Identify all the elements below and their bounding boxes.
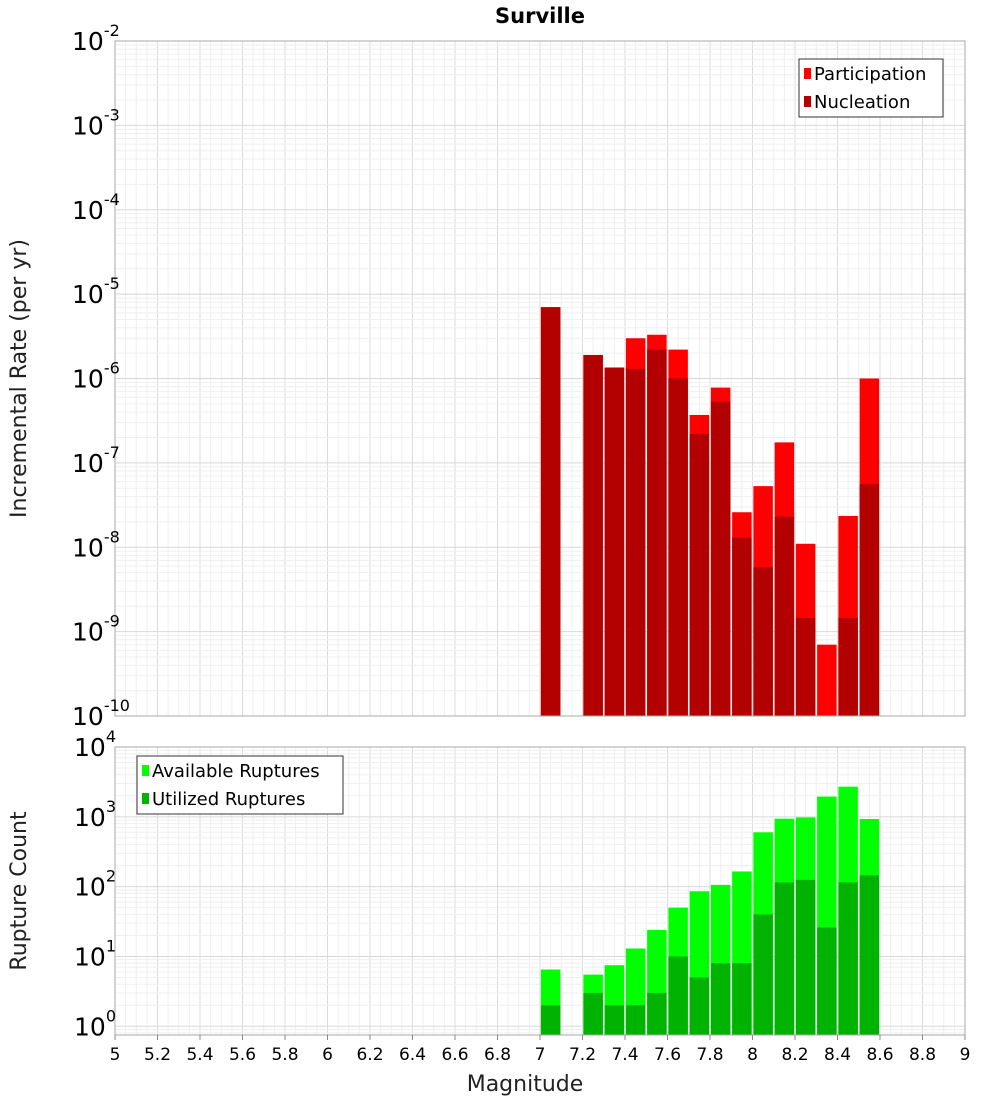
bar-utilized-ruptures — [859, 875, 880, 1035]
x-tick-label: 8.8 — [909, 1045, 936, 1065]
legend-swatch — [804, 96, 811, 107]
bar-utilized-ruptures — [838, 882, 858, 1035]
bar-nucleation — [689, 433, 710, 716]
y-tick-label: 10-3 — [72, 105, 120, 140]
bar-nucleation — [710, 401, 731, 716]
x-axis-title: Magnitude — [467, 1072, 584, 1097]
bar-utilized-ruptures — [795, 879, 816, 1035]
bar-nucleation — [583, 354, 603, 716]
x-tick-label: 7 — [535, 1045, 546, 1065]
x-tick-label: 6.2 — [356, 1045, 383, 1065]
x-tick-label: 8.2 — [781, 1045, 808, 1065]
legend-label: Utilized Ruptures — [152, 789, 305, 810]
x-tick-label: 9 — [960, 1045, 971, 1065]
x-tick-label: 7.4 — [611, 1045, 638, 1065]
legend-label: Available Ruptures — [152, 761, 320, 782]
bar-nucleation — [774, 516, 795, 716]
bar-utilized-ruptures — [732, 963, 752, 1035]
plot-border-1 — [114, 40, 966, 717]
y-tick-label: 10-9 — [72, 612, 120, 647]
legend-label: Participation — [814, 64, 926, 85]
y-axis-title: Rupture Count — [7, 811, 32, 971]
y-tick-label: 10-2 — [72, 21, 120, 56]
y-tick-label: 10-5 — [72, 274, 120, 309]
bar-nucleation — [625, 368, 646, 716]
bar-utilized-ruptures — [774, 882, 795, 1035]
x-tick-label: 6.8 — [484, 1045, 511, 1065]
chart-title: Surville — [495, 4, 585, 28]
bar-nucleation — [838, 618, 858, 716]
bar-utilized-ruptures — [817, 927, 837, 1035]
bar-utilized-ruptures — [583, 992, 603, 1035]
y-axis-title: Incremental Rate (per yr) — [7, 239, 32, 518]
bar-utilized-ruptures — [540, 1005, 561, 1035]
legend-swatch — [142, 765, 149, 776]
bar-nucleation — [859, 484, 880, 716]
legend-swatch — [804, 68, 811, 79]
y-tick-label: 10-7 — [72, 443, 120, 478]
x-tick-label: 7.8 — [696, 1045, 723, 1065]
bar-utilized-ruptures — [668, 956, 688, 1035]
y-tick-label: 10-8 — [72, 527, 120, 562]
x-tick-label: 7.6 — [654, 1045, 681, 1065]
x-tick-label: 6 — [322, 1045, 333, 1065]
x-tick-label: 5.6 — [229, 1045, 256, 1065]
x-tick-label: 5.2 — [144, 1045, 171, 1065]
bar-nucleation — [732, 537, 752, 716]
legend-box — [136, 755, 344, 815]
bar-nucleation — [795, 618, 816, 716]
legend-swatch — [142, 793, 149, 804]
x-tick-label: 8.6 — [866, 1045, 893, 1065]
x-tick-label: 5.4 — [186, 1045, 213, 1065]
x-tick-label: 8.4 — [824, 1045, 851, 1065]
bar-nucleation — [668, 378, 688, 716]
y-tick-label: 102 — [74, 867, 116, 902]
x-tick-label: 5.8 — [271, 1045, 298, 1065]
bar-utilized-ruptures — [753, 914, 773, 1035]
x-tick-label: 8 — [747, 1045, 758, 1065]
x-tick-label: 6.4 — [399, 1045, 426, 1065]
y-tick-label: 10-10 — [72, 696, 130, 731]
legend-box — [798, 58, 944, 118]
bar-utilized-ruptures — [689, 977, 710, 1035]
y-tick-label: 101 — [74, 936, 116, 971]
bar-participation — [817, 644, 837, 716]
y-tick-label: 104 — [74, 727, 116, 762]
bar-utilized-ruptures — [647, 992, 667, 1035]
x-tick-label: 7.2 — [569, 1045, 596, 1065]
y-tick-label: 100 — [74, 1006, 116, 1041]
bar-utilized-ruptures — [604, 1005, 625, 1035]
y-tick-label: 10-6 — [72, 359, 120, 394]
bar-nucleation — [604, 367, 625, 716]
bar-nucleation — [753, 567, 773, 716]
y-tick-label: 103 — [74, 797, 116, 832]
bar-nucleation — [647, 349, 667, 716]
y-tick-label: 10-4 — [72, 190, 120, 225]
bar-nucleation — [540, 307, 561, 716]
bar-utilized-ruptures — [625, 1005, 646, 1035]
x-tick-label: 6.6 — [441, 1045, 468, 1065]
x-tick-label: 5 — [110, 1045, 121, 1065]
legend-label: Nucleation — [814, 92, 910, 113]
bar-utilized-ruptures — [710, 963, 731, 1035]
